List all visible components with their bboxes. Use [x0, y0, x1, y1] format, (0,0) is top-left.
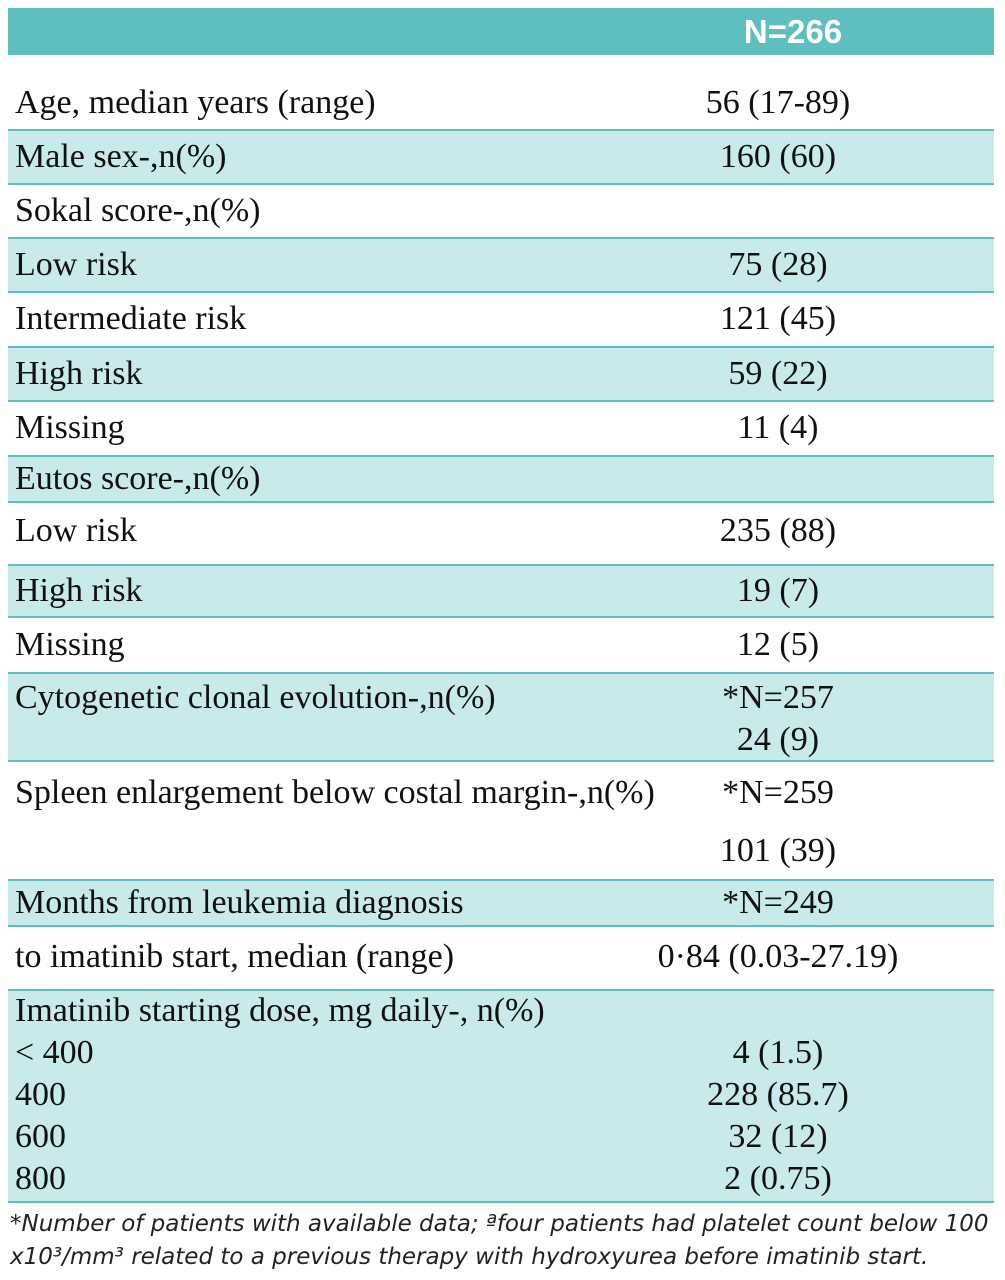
table-row: High risk 59 (22) [8, 348, 994, 402]
row-value: 101 (39) [719, 832, 837, 869]
row-value: 228 (85.7) [707, 1076, 849, 1113]
row-label: Low risk [15, 246, 137, 283]
row-label: Missing [15, 409, 125, 446]
table-row: Sokal score-,n(%) [8, 185, 994, 239]
table-row: Missing 12 (5) [8, 618, 994, 674]
row-label: 600 [15, 1118, 66, 1155]
table-header: N=266 [8, 8, 994, 55]
row-label: High risk [15, 355, 143, 392]
dose-block: Imatinib starting dose, mg daily-, n(%) … [8, 991, 994, 1203]
table-row: Cytogenetic clonal evolution-,n(%) *N=25… [8, 674, 994, 762]
table-row: Male sex-,n(%) 160 (60) [8, 131, 994, 185]
footnote-line-1: *Number of patients with available data;… [10, 1211, 989, 1237]
row-value: 235 (88) [719, 512, 837, 549]
row-label: Age, median years (range) [15, 84, 376, 121]
row-label: Cytogenetic clonal evolution-,n(%) [15, 679, 496, 716]
row-value: 56 (17-89) [705, 84, 851, 121]
row-label: Eutos score-,n(%) [15, 460, 261, 497]
row-value: *N=249 [722, 884, 834, 921]
footnote-line-2: x10³/mm³ related to a previous therapy w… [10, 1244, 929, 1270]
row-value: 12 (5) [736, 626, 820, 663]
row-value-secondary: 24 (9) [736, 721, 820, 758]
row-label: 400 [15, 1076, 66, 1113]
row-label: Missing [15, 626, 125, 663]
table-row: 101 (39) [8, 822, 994, 881]
row-label: Low risk [15, 512, 137, 549]
row-value: *N=257 [722, 679, 834, 716]
row-value: 75 (28) [728, 246, 828, 283]
table-row: Spleen enlargement below costal margin-,… [8, 762, 994, 822]
table-row: Missing 11 (4) [8, 402, 994, 457]
table-row: Months from leukemia diagnosis *N=249 [8, 881, 994, 927]
table-row: High risk 19 (7) [8, 566, 994, 618]
row-value: 19 (7) [736, 572, 820, 609]
table-row: Intermediate risk 121 (45) [8, 293, 994, 348]
patient-characteristics-table: N=266 Age, median years (range) 56 (17-8… [8, 8, 994, 1203]
row-label: 800 [15, 1160, 66, 1197]
table-footnote: *Number of patients with available data;… [10, 1208, 1000, 1274]
row-label: < 400 [15, 1034, 94, 1071]
table-row: Low risk 235 (88) [8, 503, 994, 566]
row-value: 2 (0.75) [724, 1160, 832, 1197]
row-value: 11 (4) [737, 409, 819, 446]
table-row: to imatinib start, median (range) 0·84 (… [8, 927, 994, 991]
row-value: 4 (1.5) [732, 1034, 824, 1071]
row-label: Spleen enlargement below costal margin-,… [15, 774, 655, 811]
row-label: Sokal score-,n(%) [15, 192, 261, 229]
row-label: Intermediate risk [15, 300, 247, 337]
row-value: 32 (12) [728, 1118, 828, 1155]
row-label: Male sex-,n(%) [15, 138, 227, 175]
row-label: High risk [15, 572, 143, 609]
row-value: *N=259 [722, 774, 834, 811]
row-value: 59 (22) [728, 355, 828, 392]
table-row: Age, median years (range) 56 (17-89) [8, 77, 994, 131]
row-label: Months from leukemia diagnosis [15, 884, 464, 921]
row-label: Imatinib starting dose, mg daily-, n(%) [15, 992, 545, 1029]
table-row: Eutos score-,n(%) [8, 457, 994, 503]
row-label: to imatinib start, median (range) [15, 938, 455, 975]
row-value: 0·84 (0.03-27.19) [657, 938, 899, 975]
row-value: 160 (60) [719, 138, 837, 175]
table-row: Low risk 75 (28) [8, 239, 994, 293]
row-value: 121 (45) [719, 300, 837, 337]
header-n-label: N=266 [743, 13, 843, 50]
